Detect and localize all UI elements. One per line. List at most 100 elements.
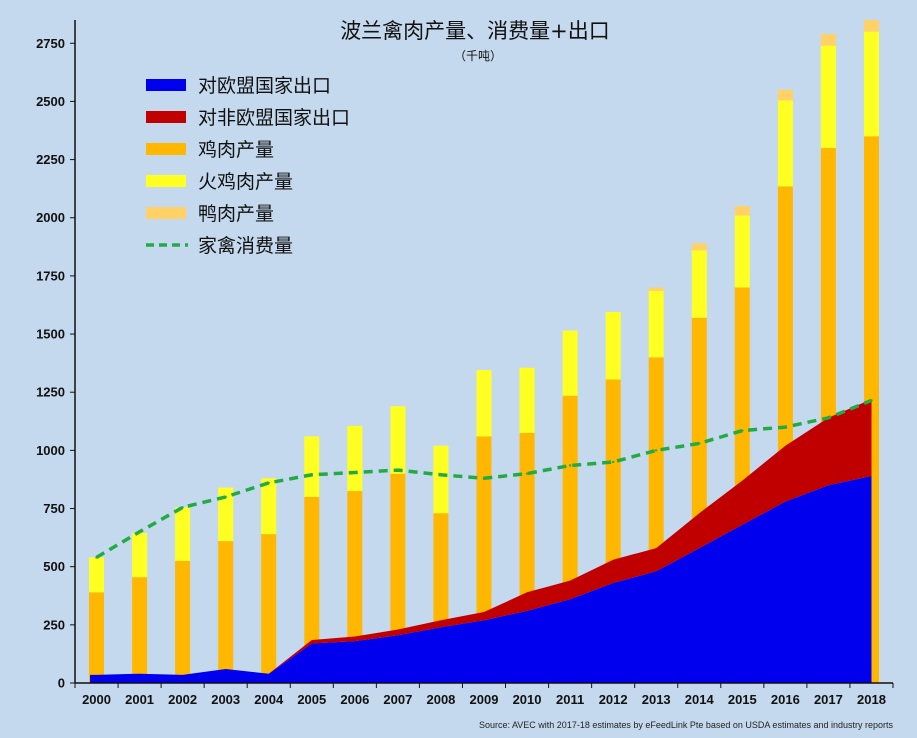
x-tick-label-2005: 2005: [297, 692, 326, 707]
consumption-point-2015: [741, 429, 744, 432]
bar-segment-2018-1: [864, 31, 879, 137]
bar-segment-2014-1: [691, 250, 707, 318]
bar-segment-2004-1: [261, 478, 277, 535]
legend-label-1: 对非欧盟国家出口: [198, 107, 350, 129]
consumption-point-2001: [138, 530, 141, 533]
bar-segment-2005-0: [304, 496, 320, 683]
consumption-point-2013: [655, 449, 658, 452]
bar-segment-2017-2: [820, 34, 836, 46]
consumption-point-2002: [181, 506, 184, 509]
x-tick-label-2013: 2013: [642, 692, 671, 707]
bar-segment-2012-1: [605, 312, 621, 380]
x-tick-label-2008: 2008: [426, 692, 455, 707]
consumption-point-2014: [698, 442, 701, 445]
area-series-0: [90, 476, 872, 683]
bar-segment-2005-1: [304, 436, 320, 497]
consumption-point-2008: [439, 473, 443, 476]
bar-segment-2004-0: [261, 534, 277, 683]
x-tick-label-2007: 2007: [383, 692, 412, 707]
x-tick-label-2001: 2001: [125, 692, 154, 707]
y-tick-label-500: 500: [43, 559, 65, 574]
x-tick-label-2009: 2009: [470, 692, 499, 707]
bar-segment-2011-1: [562, 330, 578, 396]
bar-segment-2010-1: [519, 367, 535, 433]
consumption-point-2016: [784, 425, 787, 429]
y-tick-label-2750: 2750: [36, 36, 65, 51]
legend-swatch-2: [146, 143, 186, 155]
bar-segment-2009-1: [476, 370, 492, 437]
consumption-point-2000: [95, 556, 98, 559]
consumption-point-2009: [482, 477, 486, 480]
legend-label-2: 鸡肉产量: [198, 139, 274, 161]
source-note: Source: AVEC with 2017-18 estimates by e…: [479, 720, 894, 730]
legend-label-4: 鸭肉产量: [198, 203, 274, 225]
chart-subtitle: （千吨）: [454, 49, 502, 63]
y-tick-label-1250: 1250: [36, 385, 65, 400]
consumption-point-2011: [568, 464, 572, 467]
y-tick-label-1500: 1500: [36, 327, 65, 342]
bar-segment-2002-0: [175, 560, 191, 683]
x-tick-label-2011: 2011: [556, 692, 584, 707]
x-tick-label-2017: 2017: [814, 692, 843, 707]
area-series-1: [90, 399, 872, 675]
bar-segment-2006-0: [347, 491, 363, 683]
x-tick-label-2018: 2018: [857, 692, 886, 707]
y-tick-label-0: 0: [58, 676, 65, 691]
bar-segment-2017-1: [820, 45, 836, 148]
consumption-point-2004: [267, 481, 270, 485]
x-tick-label-2010: 2010: [513, 692, 542, 707]
bar-segment-2001-0: [132, 577, 148, 683]
y-tick-label-2500: 2500: [36, 94, 65, 109]
x-tick-label-2015: 2015: [728, 692, 757, 707]
bar-segment-2006-1: [347, 425, 363, 491]
bar-segment-2016-2: [777, 89, 793, 101]
bar-segment-2016-1: [777, 100, 793, 187]
bar-segment-2014-2: [691, 243, 707, 251]
bar-segment-2007-1: [390, 406, 406, 474]
legend-swatch-1: [146, 111, 186, 123]
bar-segment-2003-1: [218, 487, 234, 542]
axes-layer: 0 250 500 750 1000 1250 1500 1750 2000 2250 2500 27…: [36, 20, 894, 707]
legend-label-0: 对欧盟国家出口: [198, 75, 331, 97]
consumption-point-2007: [396, 468, 400, 472]
y-tick-label-1000: 1000: [36, 443, 65, 458]
consumption-point-2003: [224, 495, 227, 499]
bar-segment-2000-1: [89, 557, 104, 593]
x-tick-label-2000: 2000: [82, 692, 111, 707]
consumption-point-2017: [827, 416, 830, 419]
bar-segment-2001-1: [132, 533, 148, 578]
consumption-point-2012: [612, 460, 615, 464]
x-tick-label-2004: 2004: [254, 692, 284, 707]
y-tick-label-2000: 2000: [36, 210, 65, 225]
bar-segment-2018-2: [864, 20, 879, 32]
legend-label-3: 火鸡肉产量: [198, 171, 293, 193]
y-tick-label-750: 750: [43, 501, 65, 516]
consumption-point-2005: [310, 473, 313, 476]
x-tick-label-2002: 2002: [168, 692, 197, 707]
consumption-point-2006: [353, 471, 356, 474]
x-tick-label-2014: 2014: [685, 692, 715, 707]
consumption-point-2018: [870, 399, 873, 402]
bar-segment-2003-0: [218, 541, 234, 683]
x-tick-label-2006: 2006: [340, 692, 369, 707]
areas-layer: [90, 399, 872, 683]
bar-segment-2015-1: [734, 215, 750, 288]
legend-swatch-4: [146, 207, 186, 219]
legend-swatch-0: [146, 79, 186, 91]
y-tick-label-250: 250: [43, 617, 65, 632]
legend-label-5: 家禽消费量: [198, 235, 293, 257]
y-tick-label-1750: 1750: [36, 268, 65, 283]
bar-segment-2015-2: [734, 206, 750, 216]
bar-segment-2013-2: [648, 287, 664, 291]
bar-segment-2000-0: [89, 592, 104, 683]
bar-segment-2002-1: [175, 507, 191, 561]
x-tick-label-2012: 2012: [599, 692, 628, 707]
bar-segment-2008-1: [433, 445, 449, 514]
x-tick-label-2003: 2003: [211, 692, 240, 707]
consumption-point-2010: [525, 472, 529, 475]
bar-segment-2013-1: [648, 291, 664, 358]
consumption-line-layer: [95, 398, 873, 559]
